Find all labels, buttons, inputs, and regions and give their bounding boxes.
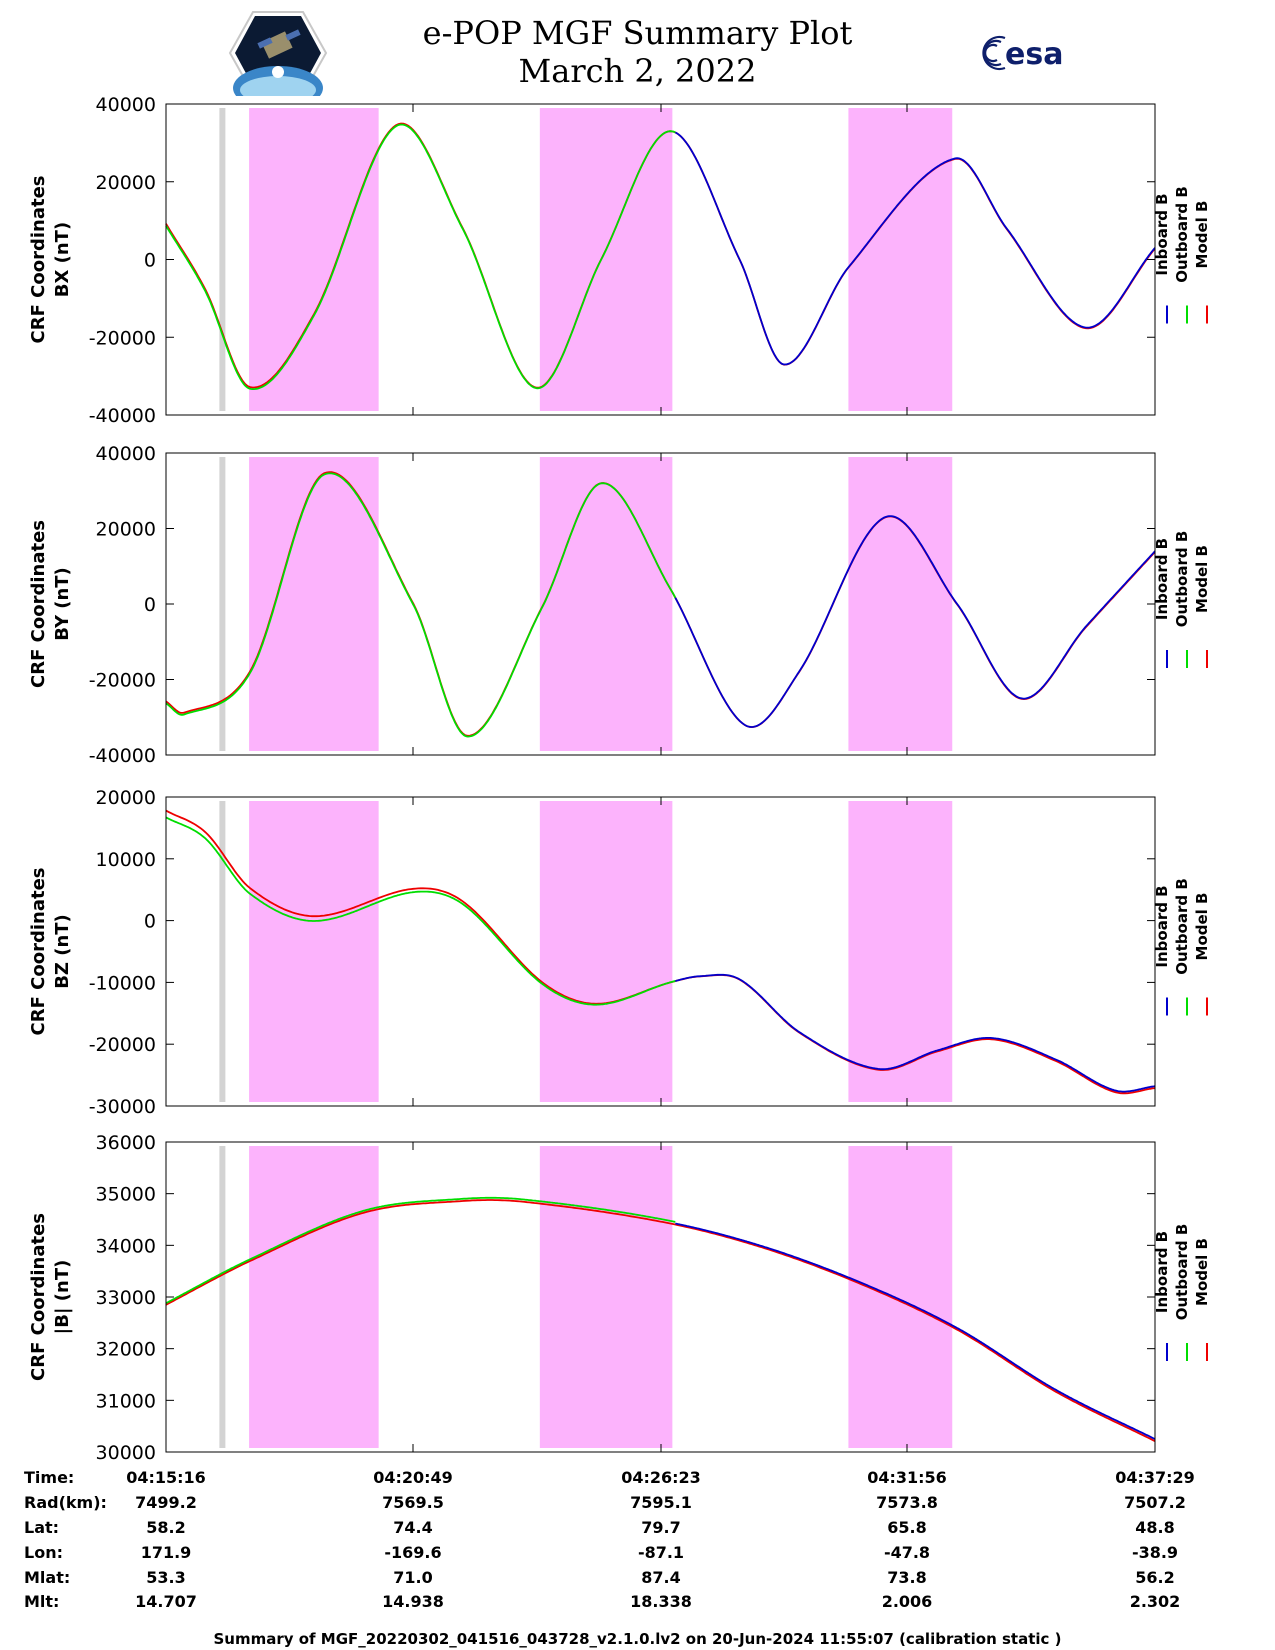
legend-label: Inboard B	[1153, 1231, 1171, 1313]
y-tick-label: -30000	[89, 1096, 156, 1118]
legend-label: Model B	[1193, 1238, 1211, 1306]
inboard-b-series	[675, 973, 1156, 1093]
highlight-band	[848, 1146, 953, 1448]
legend-label: Inboard B	[1153, 885, 1171, 967]
highlight-band	[249, 1146, 379, 1448]
y-tick-label: 40000	[96, 443, 156, 465]
highlight-band	[539, 108, 673, 411]
y-tick-label: 34000	[96, 1235, 156, 1257]
plot-title-line2: March 2, 2022	[518, 52, 757, 90]
outboard-b-series	[165, 1196, 676, 1304]
y-tick-label: -20000	[89, 1034, 156, 1056]
legend-label: Outboard B	[1173, 531, 1191, 628]
highlight-band	[249, 801, 379, 1102]
highlight-band	[848, 457, 953, 751]
y-tick-label: -40000	[89, 745, 156, 767]
y-axis-label-line2: |B| (nT)	[52, 1260, 73, 1335]
legend-label: Outboard B	[1173, 1224, 1191, 1321]
y-axis-label-line1: CRF Coordinates	[28, 176, 49, 344]
y-tick-label: 40000	[96, 94, 156, 116]
y-axis-label-line1: CRF Coordinates	[28, 1213, 49, 1381]
highlight-band	[539, 1146, 673, 1448]
y-tick-label: 0	[144, 911, 156, 933]
y-axis-label-line2: BX (nT)	[52, 222, 73, 297]
inboard-b-series	[674, 131, 1156, 366]
legend-label: Model B	[1193, 545, 1211, 613]
chart-panel-2: 40000 20000 0 -20000 -40000 CRF Coordinates BY…	[28, 443, 1211, 767]
y-tick-label: 32000	[96, 1339, 156, 1361]
cassiope-logo	[228, 11, 328, 96]
outboard-b-series	[165, 816, 676, 1006]
y-tick-label: 31000	[96, 1390, 156, 1412]
esa-logo: esa	[982, 35, 1063, 72]
highlight-band	[539, 801, 673, 1102]
legend-label: Inboard B	[1153, 193, 1171, 275]
data-gap-marker	[219, 108, 226, 411]
footer-summary: Summary of MGF_20220302_041516_043728_v2…	[213, 1630, 1062, 1648]
y-tick-label: 33000	[96, 1287, 156, 1309]
data-gap-marker	[219, 457, 226, 751]
highlight-band	[249, 457, 379, 751]
y-axis-label-line1: CRF Coordinates	[28, 868, 49, 1036]
highlight-band	[848, 801, 953, 1102]
y-tick-label: -10000	[89, 972, 156, 994]
y-tick-label: 35000	[96, 1184, 156, 1206]
esa-logo-text: esa	[1005, 37, 1063, 72]
y-tick-label: 20000	[96, 787, 156, 809]
outboard-b-series	[165, 472, 677, 738]
highlight-band	[539, 457, 673, 751]
chart-panel-4: 36000 35000 34000 33000 32000 31000 30000 CRF C…	[28, 1132, 1211, 1464]
y-tick-label: -20000	[89, 670, 156, 692]
outboard-b-series	[165, 123, 676, 390]
legend-label: Inboard B	[1153, 538, 1171, 620]
highlight-band	[249, 108, 379, 411]
y-tick-label: 10000	[96, 849, 156, 871]
y-tick-label: 0	[144, 250, 156, 272]
plot-title-line1: e-POP MGF Summary Plot	[422, 14, 853, 52]
data-gap-marker	[219, 1146, 226, 1448]
inboard-b-series	[674, 515, 1156, 728]
plot-title: e-POP MGF Summary Plot March 2, 2022	[0, 14, 1275, 90]
y-axis-label-line2: BZ (nT)	[52, 914, 73, 989]
model-b-series	[165, 1199, 1156, 1442]
y-tick-label: -20000	[89, 327, 156, 349]
y-axis-label-line1: CRF Coordinates	[28, 520, 49, 688]
y-tick-label: 30000	[96, 1442, 156, 1464]
chart-panel-1: 40000 20000 0 -20000 -40000 CRF Coordinates BX…	[28, 94, 1211, 427]
y-tick-label: 20000	[96, 172, 156, 194]
y-tick-label: -40000	[89, 405, 156, 427]
y-tick-label: 20000	[96, 519, 156, 541]
inboard-b-series	[675, 1222, 1156, 1440]
legend-label: Outboard B	[1173, 878, 1191, 975]
y-axis-label-line2: BY (nT)	[52, 567, 73, 641]
legend-label: Outboard B	[1173, 186, 1191, 283]
y-tick-label: 36000	[96, 1132, 156, 1154]
data-gap-marker	[219, 801, 226, 1102]
y-tick-label: 0	[144, 594, 156, 616]
chart-panel-3: 20000 10000 0 -10000 -20000 -30000 CRF Coordin…	[28, 787, 1211, 1118]
highlight-band	[848, 108, 953, 411]
legend-label: Model B	[1193, 201, 1211, 269]
legend-label: Model B	[1193, 893, 1211, 961]
